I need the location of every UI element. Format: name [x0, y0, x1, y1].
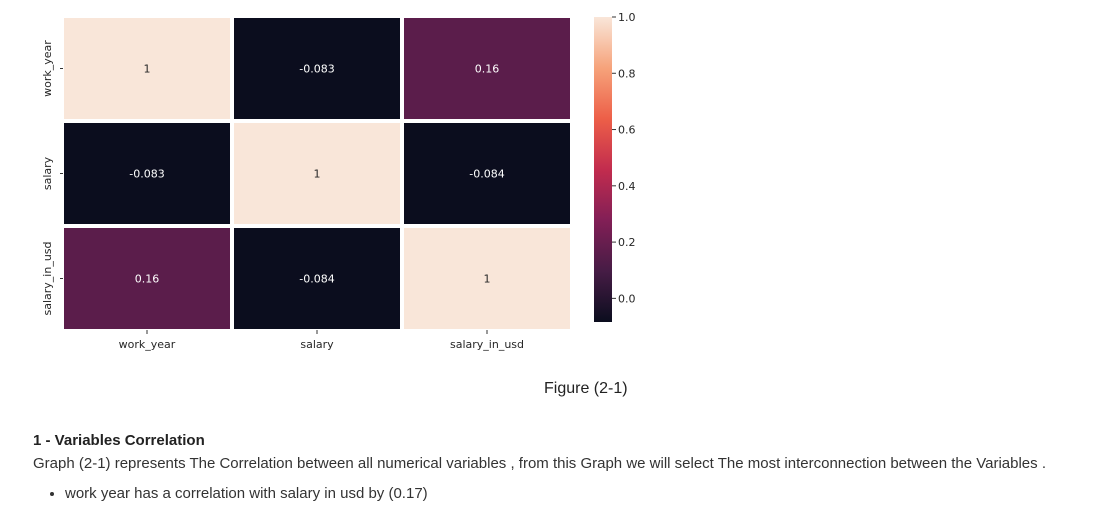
colorbar-tick-label: 1.0 — [618, 11, 636, 24]
x-tick-label: salary — [300, 338, 334, 351]
y-tick-label: salary_in_usd — [41, 241, 54, 315]
cell-value-label: -0.084 — [299, 273, 334, 286]
section-title: 1 - Variables Correlation — [33, 432, 205, 449]
cell-value-label: -0.084 — [469, 168, 504, 181]
heatmap-cell — [404, 228, 570, 329]
cell-value-label: 1 — [484, 273, 491, 286]
heatmap-cell — [234, 123, 400, 224]
heatmap-cell — [404, 18, 570, 119]
colorbar-tick-label: 0.2 — [618, 236, 636, 249]
colorbar — [594, 17, 612, 322]
bullet-list: work year has a correlation with salary … — [45, 485, 428, 502]
colorbar-tick-label: 0.6 — [618, 124, 636, 137]
cell-value-label: -0.083 — [299, 63, 334, 76]
x-tick-label: salary_in_usd — [450, 338, 524, 351]
cell-value-label: 0.16 — [135, 273, 160, 286]
heatmap-cell — [64, 228, 230, 329]
correlation-heatmap: 1 -0.083 0.16 -0.083 1 -0.084 0.16 -0.084 1 work_… — [0, 0, 700, 360]
cell-value-label: 1 — [144, 63, 151, 76]
cell-value-label: 0.16 — [475, 63, 500, 76]
bullet-item: work year has a correlation with salary … — [65, 485, 428, 502]
y-tick-label: work_year — [41, 40, 54, 97]
colorbar-tick-label: 0.4 — [618, 180, 636, 193]
heatmap-cell — [234, 18, 400, 119]
cell-value-label: 1 — [314, 168, 321, 181]
colorbar-tick-label: 0.8 — [618, 67, 636, 80]
heatmap-cell — [64, 18, 230, 119]
heatmap-cell — [234, 228, 400, 329]
heatmap-cell — [404, 123, 570, 224]
x-tick-label: work_year — [119, 338, 176, 351]
heatmap-svg: 1 -0.083 0.16 -0.083 1 -0.084 0.16 -0.084 1 work_… — [41, 11, 636, 351]
section-paragraph: Graph (2-1) represents The Correlation b… — [33, 455, 1046, 472]
colorbar-tick-label: 0.0 — [618, 292, 636, 305]
cell-value-label: -0.083 — [129, 168, 164, 181]
figure-caption: Figure (2-1) — [544, 380, 628, 397]
heatmap-cell — [64, 123, 230, 224]
y-tick-label: salary — [41, 156, 54, 190]
